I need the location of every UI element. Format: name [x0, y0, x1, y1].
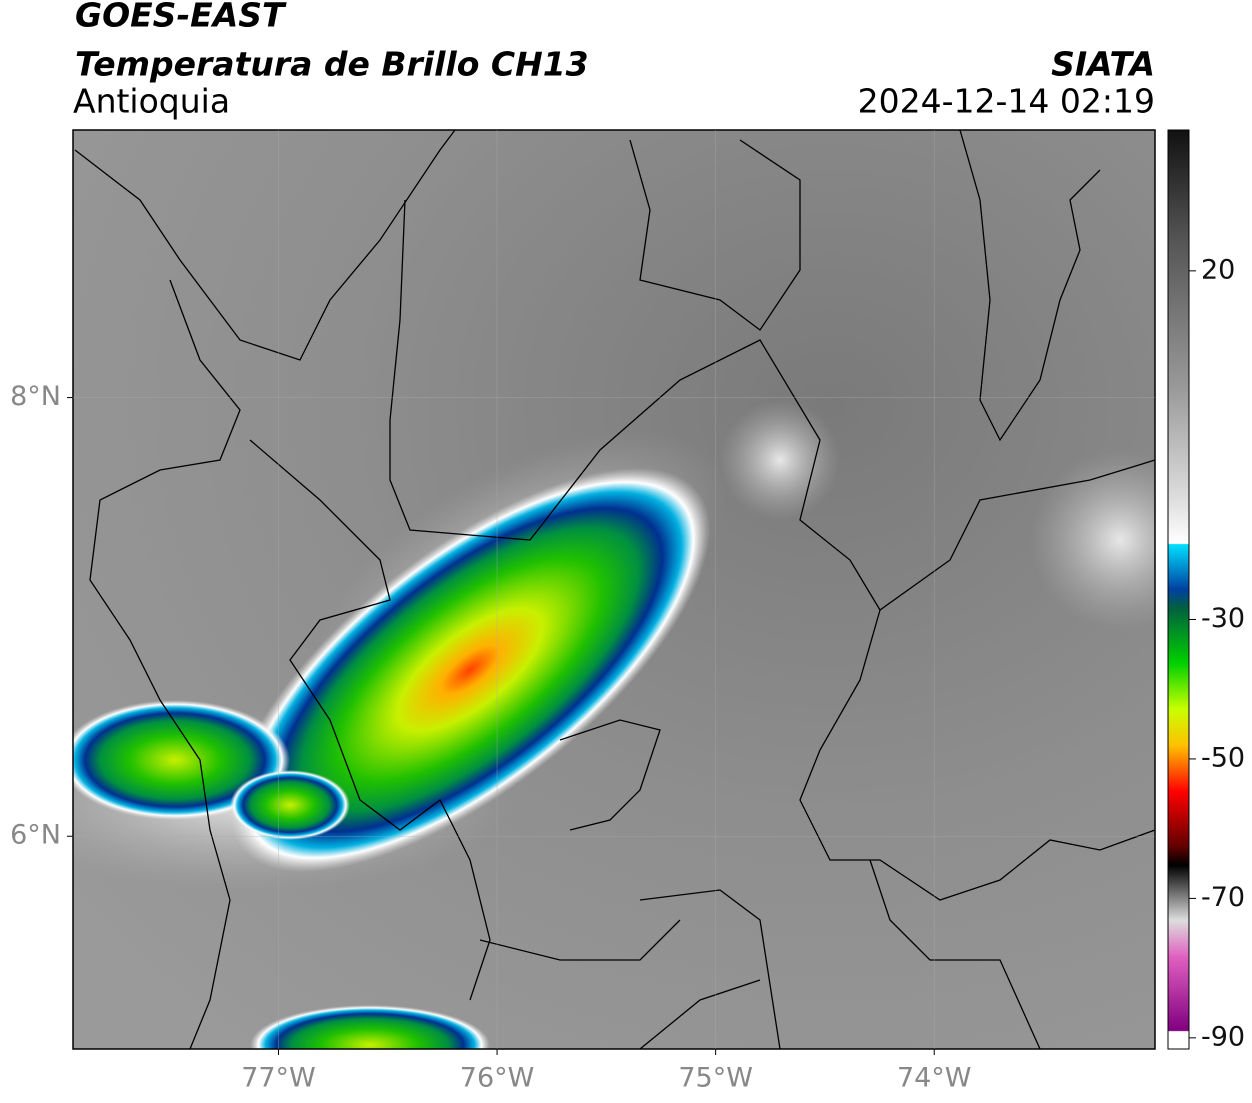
- lon-tick-label: 75°W: [678, 1063, 753, 1094]
- lat-tick-label: 8°N: [10, 381, 61, 412]
- colorbar-tick-label: -90: [1201, 1021, 1245, 1052]
- colorbar: [1167, 129, 1190, 1050]
- lon-tick-label: 77°W: [241, 1063, 316, 1094]
- colorbar-tick-label: -70: [1201, 882, 1245, 913]
- product-title: Temperatura de Brillo CH13: [75, 45, 589, 84]
- lon-tick-label: 76°W: [460, 1063, 535, 1094]
- timestamp: 2024-12-14 02:19: [858, 82, 1155, 121]
- map-frame: [72, 129, 1156, 1050]
- colorbar-tick-label: -50: [1201, 742, 1245, 773]
- lat-tick-label: 6°N: [10, 820, 61, 851]
- region: Antioquia: [73, 82, 230, 121]
- colorbar-tick-label: 20: [1201, 254, 1235, 285]
- satellite-image: [73, 130, 1155, 1049]
- lon-tick-label: 74°W: [897, 1063, 972, 1094]
- satellite-title: GOES-EAST: [75, 0, 287, 35]
- colorbar-tick-label: -30: [1201, 603, 1245, 634]
- agency: SIATA: [1051, 45, 1155, 84]
